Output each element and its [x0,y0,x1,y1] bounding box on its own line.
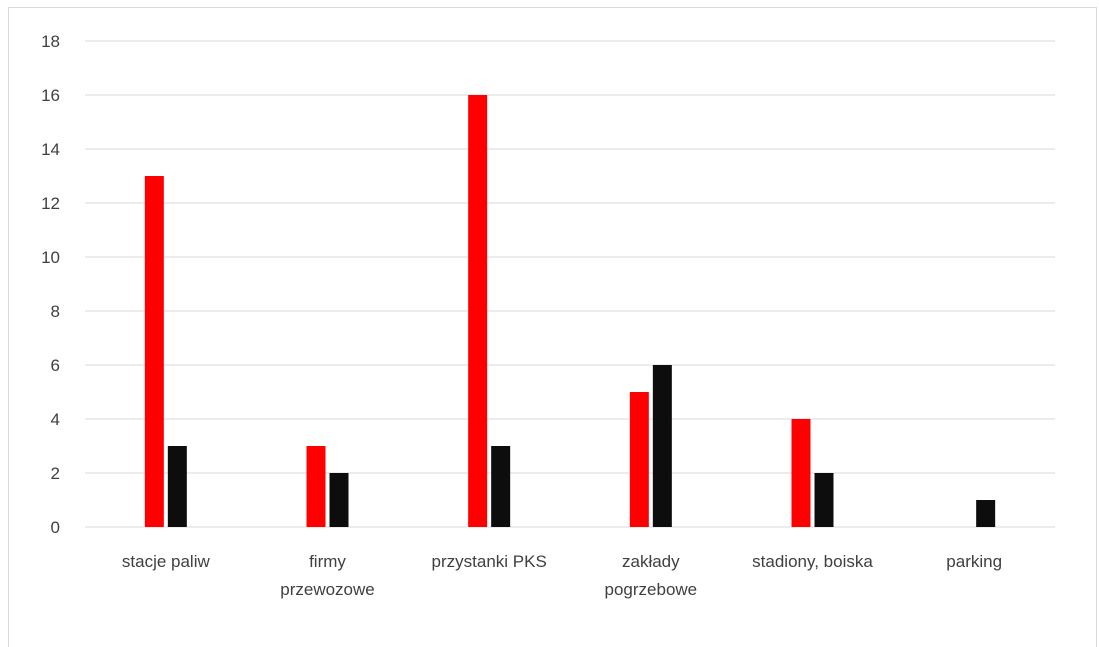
bar [468,95,488,527]
bar [652,365,672,527]
bar [491,446,511,527]
bar [306,446,326,527]
x-category-label: przewozowe [280,580,375,599]
bar [144,176,164,527]
x-category-label: zakłady [622,552,680,571]
bar [329,473,349,527]
x-category-label: stadiony, boiska [752,552,873,571]
y-tick-label: 8 [51,302,60,321]
x-category-label: parking [946,552,1002,571]
y-tick-label: 4 [51,410,60,429]
gridlines [85,40,1055,528]
y-tick-label: 0 [51,518,60,537]
bar [814,473,834,527]
x-category-label: firmy [309,552,346,571]
y-tick-label: 6 [51,356,60,375]
y-tick-label: 12 [41,194,60,213]
x-category-label: stacje paliw [122,552,211,571]
y-tick-label: 18 [41,32,60,51]
bar [791,419,811,527]
y-tick-label: 10 [41,248,60,267]
x-category-label: przystanki PKS [432,552,547,571]
y-axis-ticks: 0 2 4 6 8 10 12 14 16 18 [41,32,60,537]
y-tick-label: 2 [51,464,60,483]
bars [144,95,996,527]
chart-frame [8,7,1097,647]
bar [167,446,187,527]
y-tick-label: 16 [41,86,60,105]
bar [976,500,996,527]
bar [629,392,649,527]
y-tick-label: 14 [41,140,60,159]
x-axis-labels: stacje paliw firmy przewozowe przystanki PK… [122,552,1002,599]
x-category-label: pogrzebowe [605,580,698,599]
